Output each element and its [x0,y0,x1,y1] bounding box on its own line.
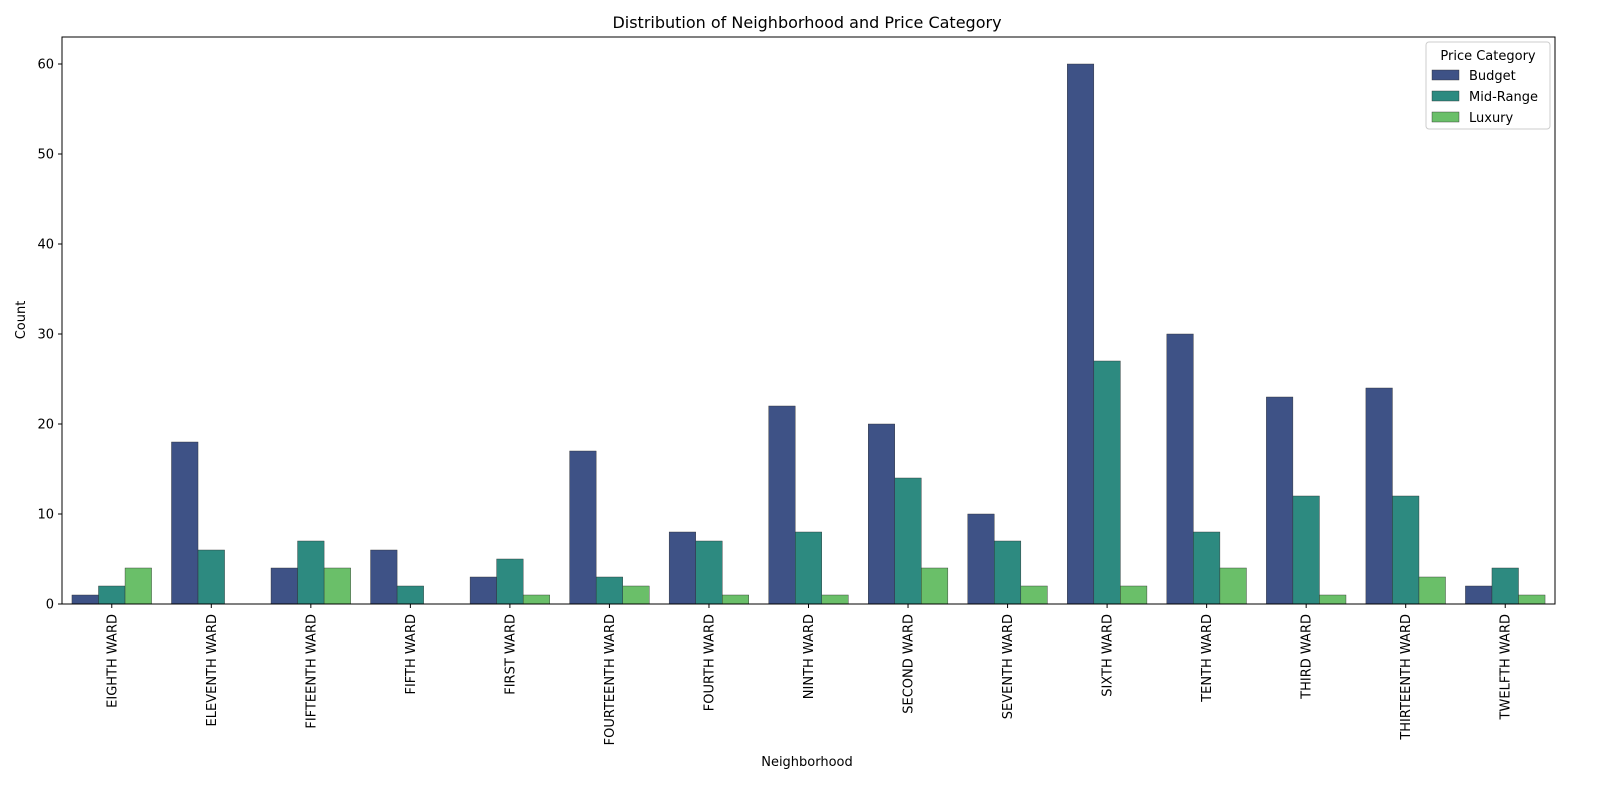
x-tick-label: FIFTH WARD [404,614,419,695]
legend: Price Category Budget Mid-Range Luxury [1425,41,1551,130]
legend-label-budget: Budget [1469,69,1516,84]
bar-budget-10 [1067,63,1095,605]
x-tick-label: SEVENTH WARD [1001,614,1016,719]
x-tick-label: EIGHTH WARD [105,614,120,708]
bar-luxury-2 [323,567,351,605]
x-tick-label: THIRTEENTH WARD [1399,614,1414,741]
legend-swatch-luxury [1431,111,1460,123]
bars-layer [71,63,1546,605]
y-tick-label: 20 [37,418,54,433]
bar-luxury-14 [1518,594,1546,605]
legend-swatch-mid-range [1431,90,1460,102]
y-axis-label: Count [14,301,29,340]
bar-luxury-12 [1319,594,1347,605]
bar-luxury-6 [722,594,749,605]
bar-mid-range-12 [1292,495,1320,605]
x-tick-label: TENTH WARD [1200,614,1215,703]
y-tick-label: 50 [37,148,54,163]
bar-budget-7 [768,405,796,605]
bar-budget-11 [1166,333,1194,605]
legend-title: Price Category [1440,49,1536,64]
bar-mid-range-8 [894,477,922,605]
bar-luxury-9 [1020,585,1048,605]
y-tick-label: 10 [37,508,54,523]
bar-budget-4 [469,576,497,605]
bar-budget-14 [1465,585,1493,605]
bar-luxury-8 [921,567,949,605]
bar-budget-9 [967,513,995,605]
x-axis-label: Neighborhood [761,755,853,770]
bar-budget-3 [370,549,398,605]
bar-mid-range-6 [695,540,723,605]
x-tick-label: FOURTH WARD [702,614,717,711]
y-axis: 0 10 20 30 40 50 60 [37,58,62,613]
bar-mid-range-14 [1491,567,1519,605]
legend-label-luxury: Luxury [1469,111,1514,126]
bar-luxury-0 [124,567,152,605]
y-tick-label: 30 [37,328,54,343]
bar-mid-range-5 [595,576,623,605]
legend-label-mid-range: Mid-Range [1469,90,1538,105]
x-axis: EIGHTH WARD ELEVENTH WARD FIFTEENTH WARD FI… [105,604,1514,745]
bar-luxury-10 [1120,585,1148,605]
x-tick-label: NINTH WARD [802,614,817,699]
x-tick-label: FIFTEENTH WARD [304,614,319,729]
legend-swatch-budget [1431,69,1460,81]
y-tick-label: 40 [37,238,54,253]
bar-mid-range-4 [496,558,524,605]
bar-luxury-13 [1418,576,1446,605]
plot-frame [61,36,1556,605]
x-tick-label: TWELFTH WARD [1499,614,1514,720]
bar-budget-6 [668,531,696,605]
bar-mid-range-2 [297,540,325,605]
bar-budget-13 [1365,387,1393,605]
x-tick-label: FOURTEENTH WARD [603,614,618,745]
bar-luxury-5 [622,585,650,605]
bar-budget-5 [569,450,597,605]
bar-mid-range-10 [1093,360,1121,605]
bar-luxury-4 [522,594,550,605]
x-tick-label: SIXTH WARD [1101,614,1116,697]
bar-budget-12 [1266,396,1294,605]
bar-budget-2 [270,567,298,605]
x-tick-label: FIRST WARD [503,614,518,695]
bar-mid-range-7 [795,531,822,605]
bar-budget-1 [171,441,199,605]
y-tick-label: 0 [46,598,54,613]
bar-mid-range-9 [994,540,1022,605]
chart-title: Distribution of Neighborhood and Price C… [612,13,1001,32]
bar-mid-range-0 [98,585,126,605]
bar-luxury-7 [821,594,849,605]
x-tick-label: SECOND WARD [902,614,917,714]
x-tick-label: THIRD WARD [1300,614,1315,700]
bar-mid-range-11 [1193,531,1221,605]
legend-box [1425,41,1551,130]
bar-mid-range-1 [197,549,225,605]
bar-mid-range-3 [396,585,424,605]
bar-budget-8 [868,423,895,605]
bar-mid-range-13 [1392,495,1420,605]
bar-luxury-11 [1219,567,1247,605]
y-tick-label: 60 [37,58,54,73]
bar-budget-0 [71,594,99,605]
x-tick-label: ELEVENTH WARD [205,614,220,726]
